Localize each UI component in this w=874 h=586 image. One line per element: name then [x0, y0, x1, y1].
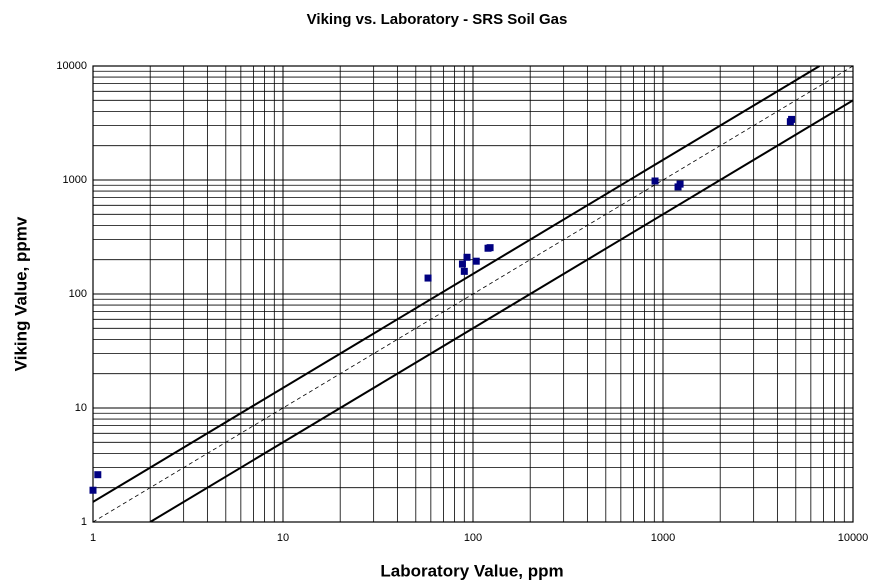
plot-frame	[92, 65, 854, 523]
x-tick-label: 100	[464, 532, 482, 544]
y-tick-label: 10	[75, 402, 87, 414]
x-tick-label: 1	[90, 532, 96, 544]
y-tick-label: 1	[81, 516, 87, 528]
point	[486, 244, 494, 252]
point	[89, 486, 97, 494]
reference-line	[93, 66, 853, 522]
point	[788, 115, 796, 123]
chart-title: Viking vs. Laboratory - SRS Soil Gas	[307, 11, 568, 28]
point	[463, 253, 471, 261]
reference-line	[149, 99, 853, 522]
x-tick-label: 10000	[838, 532, 869, 544]
y-tick-label: 100	[69, 288, 87, 300]
point	[94, 471, 102, 479]
y-tick-label: 1000	[63, 174, 87, 186]
point	[458, 260, 466, 268]
point	[651, 177, 659, 185]
x-tick-label: 1000	[651, 532, 675, 544]
point	[460, 267, 468, 275]
y-axis-label: Viking Value, ppmv	[11, 216, 30, 371]
y-tick-label: 10000	[56, 60, 87, 72]
reference-line	[93, 66, 821, 503]
point	[472, 257, 480, 265]
x-tick-label: 10	[277, 532, 289, 544]
x-axis-label: Laboratory Value, ppm	[380, 561, 563, 580]
point	[424, 274, 432, 282]
point	[676, 180, 684, 188]
